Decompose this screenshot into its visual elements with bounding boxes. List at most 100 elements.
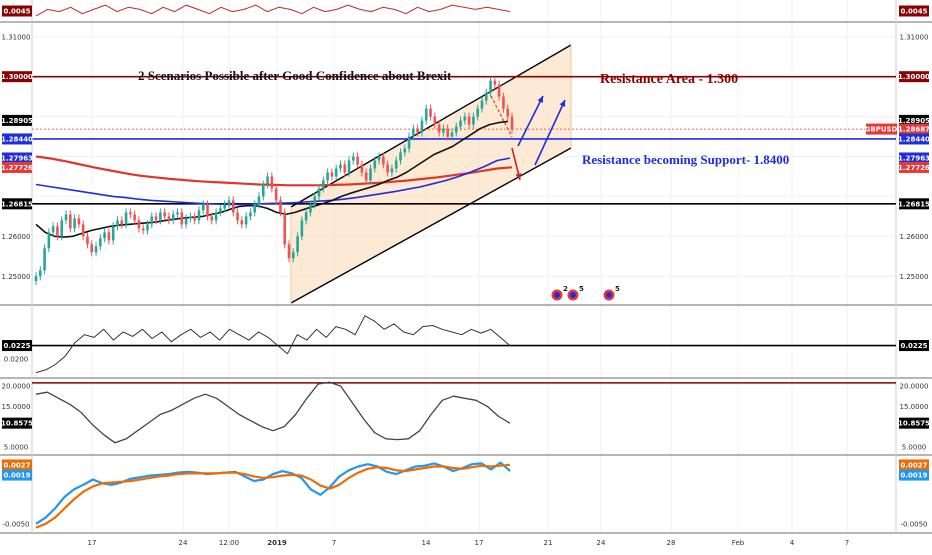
y-tick-left: 1.25000 — [2, 273, 31, 281]
candle-body — [420, 120, 424, 133]
panel4-left-macd: 0.0019 — [3, 472, 30, 480]
candle-body — [442, 128, 445, 133]
sma-black-line — [35, 120, 509, 238]
panel2-right-value: 0.0225 — [900, 342, 927, 350]
candle-body — [489, 80, 492, 93]
candle-body — [184, 218, 188, 225]
candle-body — [133, 214, 136, 221]
panel3-left-value: 10.8575 — [1, 420, 33, 428]
candle-body — [386, 164, 389, 173]
x-tick-label: 7 — [332, 539, 336, 547]
recent-decline-dashed — [490, 95, 513, 138]
candle-body — [412, 128, 415, 137]
price-label-right-bg — [899, 161, 929, 173]
x-tick-label: 4 — [790, 539, 795, 547]
candle-body — [322, 180, 325, 189]
candle-body — [219, 208, 222, 213]
candle-body — [296, 236, 299, 253]
price-label-left: 1.26815 — [1, 200, 33, 208]
candle-body — [81, 224, 85, 237]
top-left-value-bg — [2, 5, 32, 17]
candle-body — [150, 216, 154, 225]
y-tick-right: 1.25000 — [900, 273, 929, 281]
bullish-arrow-1-head — [537, 96, 543, 103]
price-label-left: 1.28440 — [1, 135, 33, 143]
symbol-tag: GBPUSD — [865, 126, 898, 134]
candle-body — [390, 168, 394, 173]
candle-body — [472, 116, 475, 125]
symbol-tag-bg — [866, 123, 897, 135]
x-tick-label: 17 — [88, 539, 97, 547]
candle-body — [180, 212, 184, 225]
price-label-left-bg — [2, 198, 32, 210]
panel4-right-signal-bg — [899, 459, 929, 471]
channel-area — [291, 45, 571, 303]
y-tick-left: 1.31000 — [2, 33, 31, 41]
price-label-left-bg — [2, 161, 32, 173]
candle-body — [334, 168, 338, 177]
candle-body — [60, 220, 64, 237]
price-label-right: 1.27726 — [898, 164, 930, 172]
candle-body — [454, 126, 458, 133]
candle-body — [38, 270, 42, 277]
price-label-right-bg — [899, 133, 929, 145]
candle-body — [223, 204, 226, 209]
signal-line — [35, 463, 511, 529]
panel3-tick-20r: 20.0000 — [900, 383, 929, 391]
price-label-right-bg — [899, 123, 929, 135]
candle-body — [231, 200, 235, 213]
price-label-right-bg — [899, 71, 929, 83]
candle-body — [437, 124, 441, 133]
bullish-arrow-2 — [534, 99, 566, 166]
candle-body — [103, 232, 106, 239]
price-label-left: 1.27726 — [1, 164, 33, 172]
candle-body — [111, 226, 115, 241]
x-tick-label: 17 — [475, 539, 484, 547]
event-badge-count: 5 — [579, 285, 584, 293]
candle-body — [416, 128, 419, 133]
candle-body — [171, 214, 175, 221]
price-label-left: 1.28905 — [1, 117, 33, 125]
y-tick-right: 1.31000 — [900, 33, 929, 41]
candle-body — [257, 196, 261, 205]
candle-body — [214, 212, 218, 221]
candle-body — [291, 252, 295, 259]
panel2-right-value-bg — [899, 340, 929, 352]
x-tick-label: 7 — [845, 539, 849, 547]
panel3-tick-5: 5.0000 — [4, 443, 29, 451]
candle-body — [86, 236, 89, 245]
candle-body — [287, 244, 291, 259]
panel4-right-macd-bg — [899, 469, 929, 481]
candle-body — [137, 220, 141, 229]
candle-body — [347, 160, 351, 173]
candle-body — [446, 128, 449, 137]
panel4-right-signal: 0.0027 — [900, 461, 927, 469]
candle-body — [433, 116, 437, 125]
price-label-right-bg — [899, 114, 929, 126]
candle-body — [459, 120, 462, 127]
resistance-annotation: Resistance Area - 1.300 — [600, 72, 738, 87]
candle-body — [176, 212, 179, 215]
candle-body — [189, 216, 192, 219]
event-flag-icon-inner — [570, 292, 576, 298]
candle-body — [493, 80, 497, 85]
candle-body — [270, 176, 274, 189]
price-label-left: 1.27963 — [1, 154, 33, 162]
candle-body — [249, 212, 252, 217]
event-badge-count: 2 — [563, 285, 568, 293]
candle-body — [77, 218, 81, 225]
panel3-tick-15r: 15.0000 — [900, 403, 929, 411]
panel2-line — [35, 315, 511, 374]
bullish-arrow-1 — [517, 95, 544, 147]
candle-body — [99, 238, 102, 247]
candle-body — [317, 188, 321, 197]
candle-body — [253, 204, 257, 213]
candle-body — [116, 220, 119, 227]
panel4-tick-r: -0.0050 — [900, 520, 927, 528]
price-label-right: 1.26815 — [898, 200, 930, 208]
candle-body — [369, 168, 372, 181]
panel4-right-macd: 0.0019 — [900, 472, 927, 480]
event-flag-icon-inner — [606, 292, 612, 298]
candle-body — [382, 156, 385, 165]
